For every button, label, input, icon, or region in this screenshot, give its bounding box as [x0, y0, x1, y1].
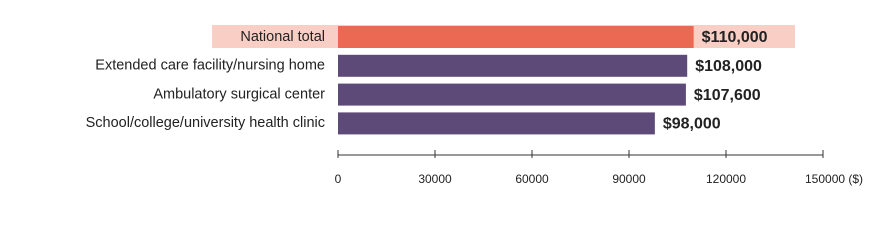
category-label: Ambulatory surgical center: [153, 86, 325, 102]
category-label: School/college/university health clinic: [86, 115, 325, 131]
value-label: $110,000: [702, 29, 768, 46]
x-tick-label: 150000 ($): [805, 172, 863, 186]
category-label: National total: [240, 29, 325, 45]
x-tick-label: 120000: [706, 172, 746, 186]
x-tick-label: 90000: [612, 172, 646, 186]
value-label: $107,600: [694, 87, 761, 104]
value-label: $108,000: [695, 58, 762, 75]
bar: [338, 112, 655, 135]
value-label: $98,000: [663, 116, 721, 133]
chart: 0 30000 60000 90000 120000 150000 ($) National…: [86, 25, 863, 186]
bar: [338, 83, 686, 106]
x-tick-label: 30000: [418, 172, 452, 186]
x-tick-label: 0: [335, 172, 342, 186]
category-label: Extended care facility/nursing home: [95, 58, 325, 74]
bar: [338, 26, 694, 48]
x-tick-label: 60000: [515, 172, 549, 186]
bar: [338, 54, 688, 77]
